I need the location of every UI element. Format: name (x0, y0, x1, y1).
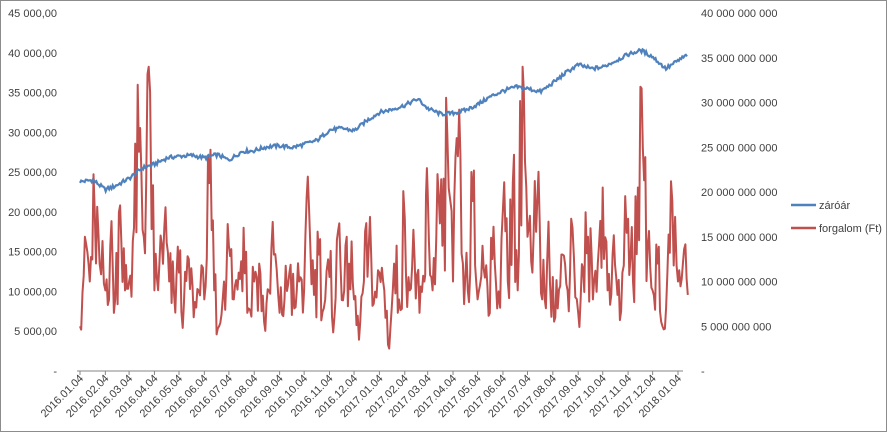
left-axis-tick-label: 25 000,00 (8, 167, 57, 179)
right-axis-tick-label: 15 000 000 000 (701, 232, 777, 244)
left-axis-tick-label: 35 000,00 (8, 88, 57, 100)
right-axis-tick-label: 25 000 000 000 (701, 142, 777, 154)
right-axis-tick-label: 30 000 000 000 (701, 98, 777, 110)
left-axis-tick-label: 5 000,00 (14, 326, 57, 338)
left-axis-tick-label: 10 000,00 (8, 286, 57, 298)
left-axis-tick-label: 40 000,00 (8, 48, 57, 60)
right-axis-tick-label: 35 000 000 000 (701, 53, 777, 65)
series-line-zaroar (79, 47, 688, 195)
left-axis-tick-label: 45 000,00 (8, 8, 57, 20)
left-axis-tick-label: 30 000,00 (8, 127, 57, 139)
left-axis-tick-label: - (53, 366, 57, 378)
series-line-forgalom (79, 65, 689, 350)
legend-label-zaroar: záróár (819, 200, 851, 212)
right-axis-tick-label: 5 000 000 000 (701, 321, 771, 333)
legend-label-forgalom: forgalom (Ft) (819, 223, 882, 235)
right-axis-tick-label: 10 000 000 000 (701, 277, 777, 289)
right-axis-tick-label: - (701, 366, 705, 378)
left-axis-tick-label: 20 000,00 (8, 207, 57, 219)
right-axis-ticks: - 5 000 000 000 10 000 000 000 15 000 000 0… (701, 8, 777, 378)
left-axis-ticks: - 5 000,00 10 000,00 15 000,00 20 000,00 25 0… (8, 8, 57, 378)
right-axis-tick-label: 20 000 000 000 (701, 187, 777, 199)
left-axis-tick-label: 15 000,00 (8, 247, 57, 259)
x-axis-ticks: 2016.01.042016.02.042016.03.042016.04.04… (39, 371, 684, 420)
right-axis-tick-label: 40 000 000 000 (701, 8, 777, 20)
legend: záróár forgalom (Ft) (791, 200, 882, 235)
